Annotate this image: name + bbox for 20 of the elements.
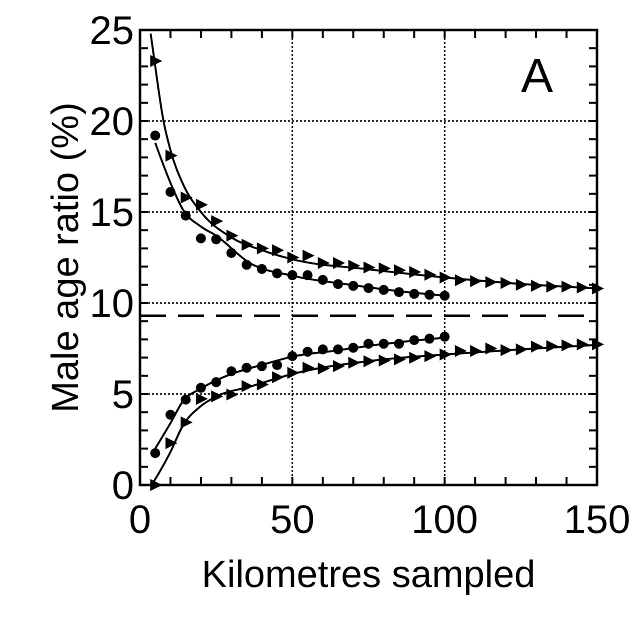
x-tick-label: 100 xyxy=(411,498,478,542)
y-tick-label: 15 xyxy=(90,191,134,235)
x-tick-label: 50 xyxy=(270,498,315,542)
y-tick-label: 5 xyxy=(112,373,134,417)
y-tick-label: 10 xyxy=(90,282,134,326)
y-tick-label: 20 xyxy=(90,100,134,144)
x-axis-title: Kilometres sampled xyxy=(202,554,536,596)
point xyxy=(211,215,224,228)
y-axis-title: Male age ratio (%) xyxy=(45,102,87,413)
point xyxy=(196,233,206,244)
point xyxy=(302,250,315,262)
annotation: A xyxy=(520,50,554,103)
point xyxy=(180,191,193,204)
y-tick-label: 0 xyxy=(112,464,134,508)
x-tick-label: 150 xyxy=(564,498,630,542)
y-tick-label: 25 xyxy=(90,9,134,53)
point xyxy=(272,244,284,256)
point xyxy=(150,130,160,141)
point xyxy=(150,448,160,458)
point xyxy=(196,392,208,405)
